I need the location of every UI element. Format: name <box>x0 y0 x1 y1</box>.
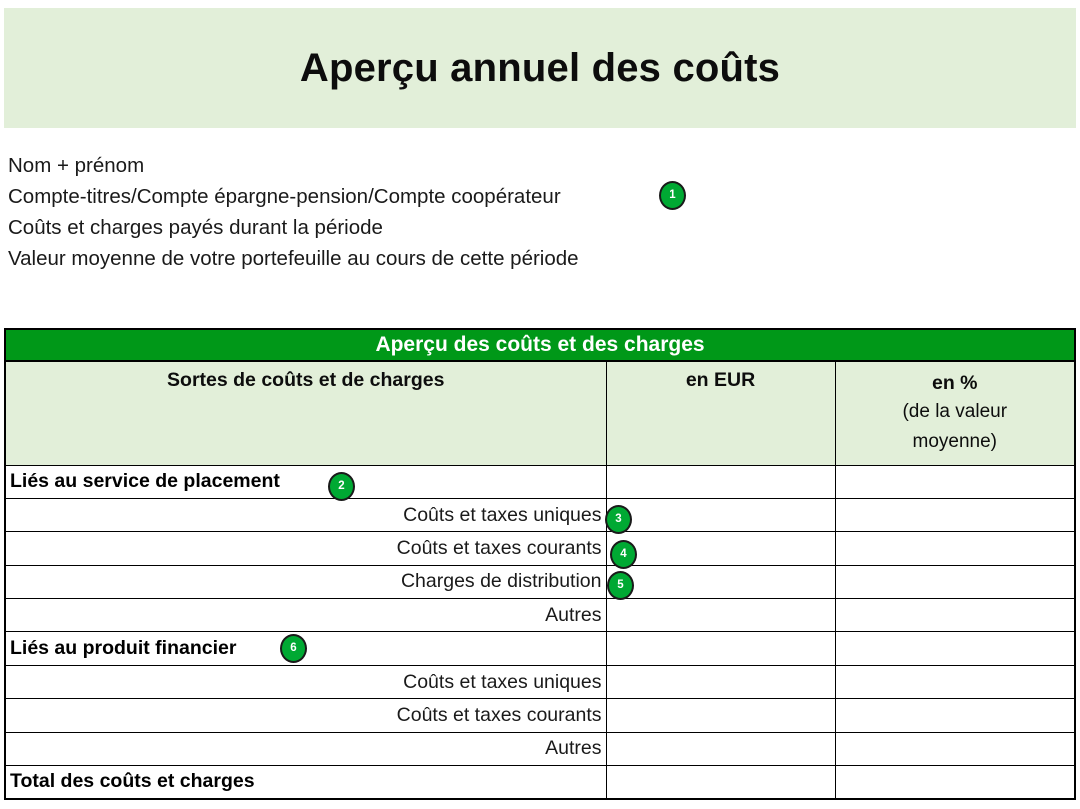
row-label-investment-service: Liés au service de placement <box>4 464 607 499</box>
row-value-eur[interactable] <box>605 631 836 666</box>
row-value-eur[interactable] <box>605 531 836 566</box>
callout-badge-1-icon[interactable]: 1 <box>659 181 686 210</box>
row-value-pct[interactable] <box>834 564 1076 600</box>
column-header-percent-main: en % <box>931 372 978 394</box>
table-row: Coûts et taxes courants <box>4 531 1076 566</box>
row-label-one-off-costs-service: Coûts et taxes uniques <box>4 497 607 533</box>
column-header-percent-sub1: (de la valeur <box>902 401 1008 422</box>
table-row: Coûts et taxes uniques <box>4 497 1076 533</box>
intro-line-name: Nom + prénom <box>8 154 145 177</box>
row-label-other-product: Autres <box>4 731 607 767</box>
row-value-pct[interactable] <box>834 664 1076 700</box>
row-value-pct[interactable] <box>834 598 1076 633</box>
document-title-banner: Aperçu annuel des coûts <box>4 8 1076 128</box>
table-caption: Aperçu des coûts et des charges <box>5 329 1075 362</box>
table-row: Coûts et taxes uniques <box>4 664 1076 700</box>
callout-badge-3-icon[interactable]: 3 <box>605 505 632 534</box>
row-value-eur[interactable] <box>605 564 836 600</box>
row-label-financial-product: Liés au produit financier <box>4 631 607 666</box>
row-value-pct[interactable] <box>834 464 1076 499</box>
intro-line-average-value: Valeur moyenne de votre portefeuille au … <box>8 247 579 270</box>
row-value-pct[interactable] <box>834 731 1076 767</box>
intro-line-costs-paid: Coûts et charges payés durant la période <box>8 216 383 239</box>
intro-line-account-types: Compte-titres/Compte épargne-pension/Com… <box>8 185 561 208</box>
table-row: Charges de distribution <box>4 564 1076 600</box>
row-label-one-off-costs-product: Coûts et taxes uniques <box>4 664 607 700</box>
row-value-eur[interactable] <box>605 765 836 800</box>
table-row: Liés au produit financier <box>4 631 1076 666</box>
row-value-eur[interactable] <box>605 664 836 700</box>
table-title-row: Aperçu des coûts et des charges <box>5 329 1075 362</box>
table-row: Total des coûts et charges <box>4 765 1076 800</box>
column-header-percent: en % (de la valeur moyenne) <box>834 360 1076 466</box>
column-header-percent-sub2: moyenne) <box>912 431 998 452</box>
row-value-eur[interactable] <box>605 497 836 533</box>
row-value-pct[interactable] <box>834 531 1076 566</box>
intro-text-block: Nom + prénom Compte-titres/Compte épargn… <box>8 150 908 274</box>
row-value-eur[interactable] <box>605 731 836 767</box>
row-label-ongoing-costs-product: Coûts et taxes courants <box>4 698 607 733</box>
row-label-total: Total des coûts et charges <box>4 765 607 800</box>
callout-badge-4-icon[interactable]: 4 <box>610 540 637 569</box>
page-title: Aperçu annuel des coûts <box>299 45 781 90</box>
row-value-pct[interactable] <box>834 765 1076 800</box>
row-value-pct[interactable] <box>834 631 1076 666</box>
table-header-row: Sortes de coûts et de charges en EUR en … <box>4 360 1076 466</box>
row-label-ongoing-costs-service: Coûts et taxes courants <box>4 531 607 566</box>
table-row: Coûts et taxes courants <box>4 698 1076 733</box>
column-header-cost-kind: Sortes de coûts et de charges <box>4 360 607 466</box>
row-label-other-service: Autres <box>4 598 607 633</box>
row-label-distribution-charges: Charges de distribution <box>4 564 607 600</box>
table-row: Autres <box>4 731 1076 767</box>
row-value-eur[interactable] <box>605 698 836 733</box>
table-row: Autres <box>4 598 1076 633</box>
row-value-pct[interactable] <box>834 497 1076 533</box>
callout-badge-5-icon[interactable]: 5 <box>607 571 634 600</box>
table-row: Liés au service de placement <box>4 464 1076 499</box>
callout-badge-2-icon[interactable]: 2 <box>328 472 355 501</box>
column-header-eur: en EUR <box>605 360 836 466</box>
row-value-pct[interactable] <box>834 698 1076 733</box>
callout-badge-6-icon[interactable]: 6 <box>280 634 307 663</box>
row-value-eur[interactable] <box>605 464 836 499</box>
costs-and-charges-table: Aperçu des coûts et des charges Sortes d… <box>4 328 1076 800</box>
row-value-eur[interactable] <box>605 598 836 633</box>
